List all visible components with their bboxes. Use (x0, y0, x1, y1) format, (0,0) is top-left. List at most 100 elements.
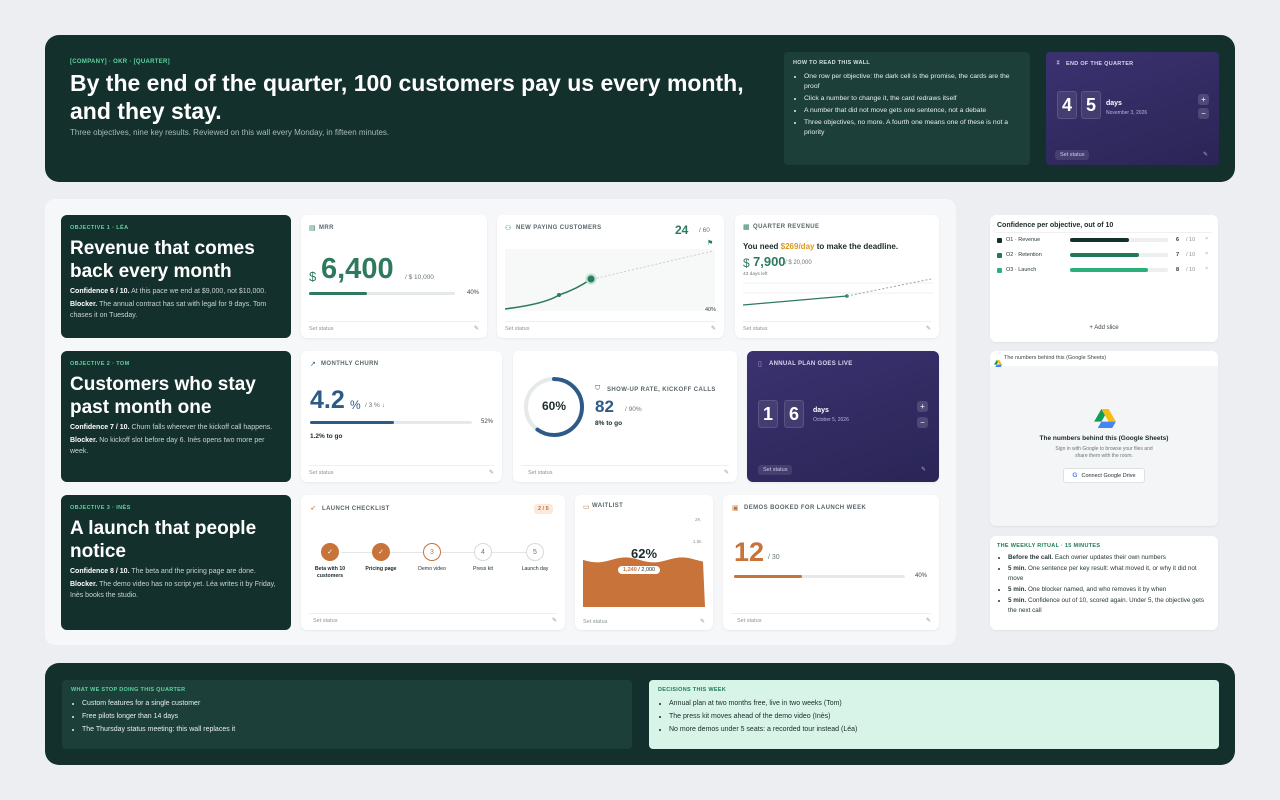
show-up-ring (524, 377, 584, 437)
decision-item: The press kit moves ahead of the demo vi… (669, 711, 1210, 722)
objective-confidence: Confidence 7 / 10. Churn falls wherever … (70, 424, 273, 431)
video-icon: ▣ (732, 505, 739, 512)
calendar-icon: ▦ (743, 224, 750, 231)
header-tag: [COMPANY] · OKR · [QUARTER] (70, 59, 170, 65)
paying-customers-card[interactable]: ⚇ NEW PAYING CUSTOMERS 24 / 60 ⚑ 40% Set… (497, 215, 724, 338)
edit-icon[interactable]: ✎ (710, 326, 716, 332)
countdown-digit[interactable]: 6 (784, 400, 804, 428)
remove-icon[interactable]: × (1205, 266, 1209, 272)
confidence-track (1070, 268, 1168, 272)
edit-icon[interactable]: ✎ (551, 618, 557, 624)
edit-icon[interactable]: ✎ (921, 467, 927, 473)
objective-tag: OBJECTIVE 2 · TOM (70, 361, 130, 367)
waitlist-card[interactable]: ▭ WAITLIST 2K 1.5k 62% 1,240 / 2,000 Set… (575, 495, 713, 630)
edit-icon[interactable]: ✎ (1203, 152, 1209, 158)
launch-checklist-card[interactable]: ➶ LAUNCH CHECKLIST 2 / 5 ✓ Beta with 10 c… (301, 495, 565, 630)
monthly-churn-card[interactable]: ↗ MONTHLY CHURN 4.2 % / 3 % ↓ 52% 1.2% t… (301, 351, 502, 482)
mrr-currency: $ (309, 269, 317, 284)
objective-confidence: Confidence 6 / 10. At this pace we end a… (70, 288, 267, 295)
revenue-need-value: $269/day (780, 242, 815, 251)
revenue-value[interactable]: 7,900 (753, 254, 786, 269)
footer-banner: WHAT WE STOP DOING THIS QUARTER Custom f… (45, 663, 1235, 765)
paying-sparkline (505, 249, 715, 311)
set-status-button[interactable]: Set status (309, 470, 334, 476)
annual-plan-countdown: ▯ ANNUAL PLAN GOES LIVE 1 6 days October… (747, 351, 939, 482)
show-up-value[interactable]: 82 (595, 397, 614, 416)
churn-unit: % (350, 398, 361, 412)
edit-icon[interactable]: ✎ (925, 618, 931, 624)
confidence-value[interactable]: 7 (1176, 252, 1180, 258)
set-status-button[interactable]: Set status (758, 465, 793, 475)
ritual-item: 5 min. Confidence out of 10, scored agai… (1008, 596, 1211, 616)
set-status-button[interactable]: Set status (505, 326, 530, 332)
set-status-button[interactable]: Set status (583, 619, 608, 625)
show-up-rate-card[interactable]: 60% ⛉ SHOW-UP RATE, KICKOFF CALLS 82 / 9… (513, 351, 737, 482)
set-status-button[interactable]: Set status (528, 470, 553, 476)
ritual-item: 5 min. One blocker named, and who remove… (1008, 585, 1211, 595)
decrement-button[interactable]: − (1198, 108, 1209, 119)
paying-value[interactable]: 24 (675, 223, 689, 237)
days-left: 43 days left (743, 272, 768, 277)
sparkline-point (557, 293, 561, 297)
remove-icon[interactable]: × (1205, 251, 1209, 257)
confidence-value[interactable]: 8 (1176, 267, 1180, 273)
sheets-desc: Sign in with Google to browse your files… (1055, 446, 1153, 459)
waitlist-pill: 1,240 / 2,000 (618, 566, 661, 574)
waitlist-fill-chart (583, 557, 705, 607)
countdown-unit: days (1106, 100, 1122, 107)
stop-list: Custom features for a single customer Fr… (71, 698, 623, 735)
add-slice-button[interactable]: + Add slice (1089, 325, 1119, 331)
legend-swatch (997, 253, 1002, 258)
checklist-step[interactable]: ✓ Beta with 10 customers (310, 543, 350, 579)
confidence-name: O3 · Launch (1006, 267, 1037, 273)
sheets-title: The numbers behind this (Google Sheets) (1039, 435, 1169, 442)
set-status-button[interactable]: Set status (743, 326, 768, 332)
checklist-step[interactable]: ✓ Pricing page (361, 543, 401, 573)
sparkline-current (585, 273, 597, 285)
how-to-item: Three objectives, no more. A fourth one … (804, 118, 1021, 138)
rocket-icon: ➶ (310, 505, 316, 512)
checklist-step[interactable]: 3 Demo video (412, 543, 452, 573)
edit-icon[interactable]: ✎ (699, 619, 705, 625)
edit-icon[interactable]: ✎ (723, 470, 729, 476)
confidence-row[interactable]: O2 · Retention 7 / 10 × (996, 251, 1212, 261)
quarter-revenue-card[interactable]: ▦ QUARTER REVENUE You need $269/day to m… (735, 215, 939, 338)
confidence-bar (1070, 238, 1129, 242)
churn-value[interactable]: 4.2 (310, 386, 345, 414)
progress-bar (734, 575, 905, 578)
demos-value[interactable]: 12 (734, 537, 765, 567)
demos-booked-card[interactable]: ▣ DEMOS BOOKED FOR LAUNCH WEEK 12 / 30 4… (723, 495, 939, 630)
confidence-max: / 10 (1186, 252, 1196, 258)
objective-cell: OBJECTIVE 3 · INÈS A launch that people … (61, 495, 291, 630)
set-status-button[interactable]: Set status (1055, 150, 1090, 160)
objective-title: Revenue that comes back every month (70, 238, 255, 282)
remove-icon[interactable]: × (1205, 236, 1209, 242)
countdown-digit[interactable]: 4 (1057, 91, 1077, 119)
set-status-button[interactable]: Set status (737, 618, 762, 624)
set-status-button[interactable]: Set status (313, 618, 338, 624)
checklist-badge: 2 / 5 (534, 504, 553, 514)
mrr-card[interactable]: ▤ MRR $ 6,400 / $ 10,000 40% Set status … (301, 215, 487, 338)
countdown-digit[interactable]: 5 (1081, 91, 1101, 119)
mrr-value[interactable]: 6,400 (321, 253, 394, 285)
confidence-row[interactable]: O3 · Launch 8 / 10 × (996, 266, 1212, 276)
waitlist-fill (583, 557, 705, 607)
decrement-button[interactable]: − (917, 417, 928, 428)
increment-button[interactable]: + (1198, 94, 1209, 105)
checklist-step[interactable]: 5 Launch day (515, 543, 555, 573)
decisions-title: DECISIONS THIS WEEK (658, 687, 727, 693)
increment-button[interactable]: + (917, 401, 928, 412)
confidence-value[interactable]: 6 (1176, 237, 1180, 243)
set-status-button[interactable]: Set status (309, 326, 334, 332)
revenue-need: You need $269/day to make the deadline. (743, 242, 899, 251)
edit-icon[interactable]: ✎ (925, 326, 931, 332)
edit-icon[interactable]: ✎ (488, 470, 494, 476)
countdown-digit[interactable]: 1 (758, 400, 778, 428)
confidence-row[interactable]: O1 · Revenue 6 / 10 × (996, 236, 1212, 246)
checklist-step[interactable]: 4 Press kit (463, 543, 503, 573)
sparkline-area (505, 249, 715, 311)
card-label: DEMOS BOOKED FOR LAUNCH WEEK (744, 505, 867, 511)
confidence-title: Confidence per objective, out of 10 (997, 222, 1114, 229)
connect-drive-button[interactable]: G Connect Google Drive (1063, 468, 1145, 483)
edit-icon[interactable]: ✎ (473, 326, 479, 332)
